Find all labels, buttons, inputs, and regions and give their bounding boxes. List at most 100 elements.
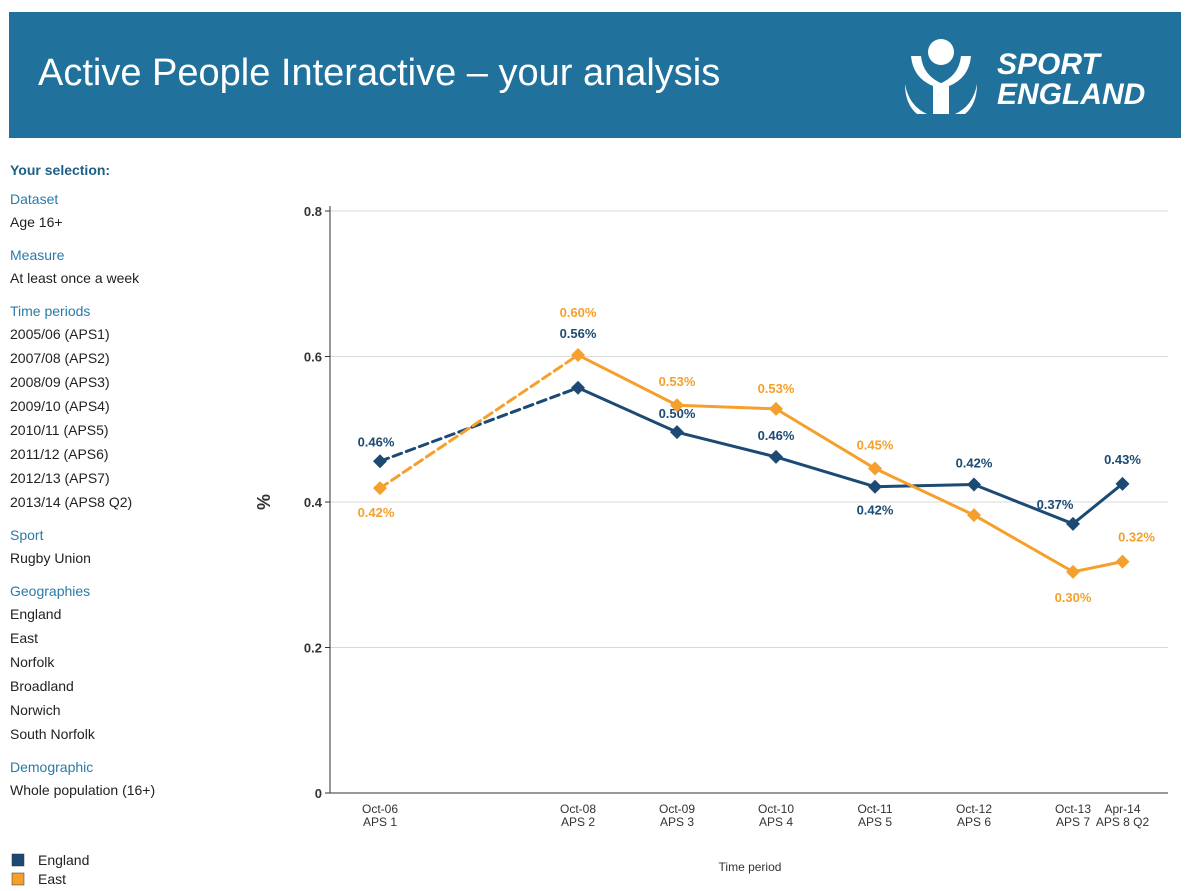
marker [571, 380, 585, 395]
section-label: Sport [10, 527, 44, 543]
section-label: Demographic [10, 759, 94, 775]
section-value: 2007/08 (APS2) [10, 350, 110, 366]
data-label: 0.53% [659, 374, 696, 389]
header: Active People Interactive – your analysi… [9, 12, 1181, 138]
marker [1066, 564, 1080, 579]
line-segment [1071, 560, 1124, 574]
marker [868, 461, 882, 476]
section-value: South Norfolk [10, 726, 95, 742]
x-tick-sublabel: APS 2 [561, 815, 595, 829]
marker [670, 398, 684, 413]
data-label: 0.46% [758, 428, 795, 443]
marker [571, 348, 585, 363]
marker [670, 425, 684, 440]
x-axis-label: Time period [719, 860, 782, 874]
y-tick-label: 0.6 [304, 350, 322, 365]
marker [373, 454, 387, 469]
section-value: 2012/13 (APS7) [10, 470, 110, 486]
logo-icon [905, 84, 927, 114]
y-tick-label: 0.8 [304, 204, 322, 219]
logo-text: SPORT [997, 48, 1102, 81]
x-tick-label: Apr-14 [1104, 802, 1140, 816]
line-segment [972, 513, 1075, 574]
marker [769, 449, 783, 464]
x-tick-label: Oct-10 [758, 802, 794, 816]
line-segment [675, 403, 778, 411]
x-tick-sublabel: APS 1 [363, 815, 397, 829]
section-label: Dataset [10, 191, 59, 207]
line-segment-dashed [378, 386, 580, 463]
line-segment [873, 483, 976, 489]
x-tick-label: Oct-11 [857, 802, 892, 816]
data-label: 0.42% [857, 503, 894, 518]
y-tick-label: 0 [315, 786, 322, 801]
x-tick-label: Oct-08 [560, 802, 596, 816]
data-label: 0.32% [1118, 530, 1155, 545]
x-tick-label: Oct-09 [659, 802, 695, 816]
x-tick-sublabel: APS 3 [660, 815, 694, 829]
section-label: Time periods [10, 303, 91, 319]
section-value: 2009/10 (APS4) [10, 398, 110, 414]
line-segment [972, 483, 1075, 526]
logo-icon [955, 84, 977, 114]
section-value: Broadland [10, 678, 74, 694]
section-label: Measure [10, 247, 65, 263]
y-tick-label: 0.4 [304, 495, 323, 510]
section-label: Geographies [10, 583, 91, 599]
section-value: Age 16+ [10, 214, 63, 230]
data-label: 0.60% [560, 305, 597, 320]
x-tick-label: Oct-13 [1055, 802, 1091, 816]
data-label: 0.30% [1055, 590, 1092, 605]
x-tick-label: Oct-06 [362, 802, 398, 816]
legend-swatch [11, 853, 25, 867]
data-label: 0.43% [1104, 452, 1141, 467]
marker [868, 479, 882, 494]
data-label: 0.45% [857, 438, 894, 453]
logo-text: ENGLAND [997, 78, 1145, 111]
section-value: East [10, 630, 39, 646]
data-label: 0.42% [358, 505, 395, 520]
marker [967, 477, 981, 492]
section-value: Rugby Union [10, 550, 91, 566]
line-segment-dashed [378, 353, 580, 490]
y-tick-label: 0.2 [304, 641, 322, 656]
section-value: England [10, 606, 62, 622]
line-segment [873, 467, 976, 517]
section-value: 2011/12 (APS6) [10, 446, 109, 462]
logo-icon [928, 39, 954, 65]
section-value: Norfolk [10, 654, 55, 670]
marker [1115, 554, 1130, 569]
data-label: 0.42% [956, 456, 993, 471]
marker [967, 508, 981, 523]
logo: SPORT ENGLAND [905, 39, 1145, 114]
line-segment [576, 353, 679, 407]
x-tick-sublabel: APS 6 [957, 815, 991, 829]
x-tick-sublabel: APS 7 [1056, 815, 1090, 829]
logo-icon [911, 56, 943, 114]
page-title: Active People Interactive – your analysi… [38, 52, 721, 94]
x-tick-label: Oct-12 [956, 802, 992, 816]
marker [373, 481, 387, 496]
data-label: 0.46% [358, 434, 395, 449]
section-value: 2008/09 (APS3) [10, 374, 110, 390]
data-label: 0.56% [560, 326, 597, 341]
section-value: 2013/14 (APS8 Q2) [10, 494, 133, 510]
logo-icon [939, 56, 971, 114]
line-segment [675, 430, 778, 459]
marker [1066, 516, 1080, 531]
x-tick-sublabel: APS 8 Q2 [1096, 815, 1150, 829]
selection-title: Your selection: [10, 162, 111, 178]
x-tick-sublabel: APS 5 [858, 815, 892, 829]
section-value: At least once a week [10, 270, 140, 286]
line-segment [774, 455, 877, 489]
section-value: Whole population (16+) [10, 782, 156, 798]
marker [769, 401, 783, 416]
data-label: 0.50% [659, 406, 696, 421]
selection-panel: Your selection: Dataset Age 16+ Measure At … [10, 162, 250, 802]
line-segment [576, 386, 679, 434]
x-tick-sublabel: APS 4 [759, 815, 793, 829]
y-axis-label: % [254, 494, 274, 510]
marker [1115, 476, 1130, 491]
